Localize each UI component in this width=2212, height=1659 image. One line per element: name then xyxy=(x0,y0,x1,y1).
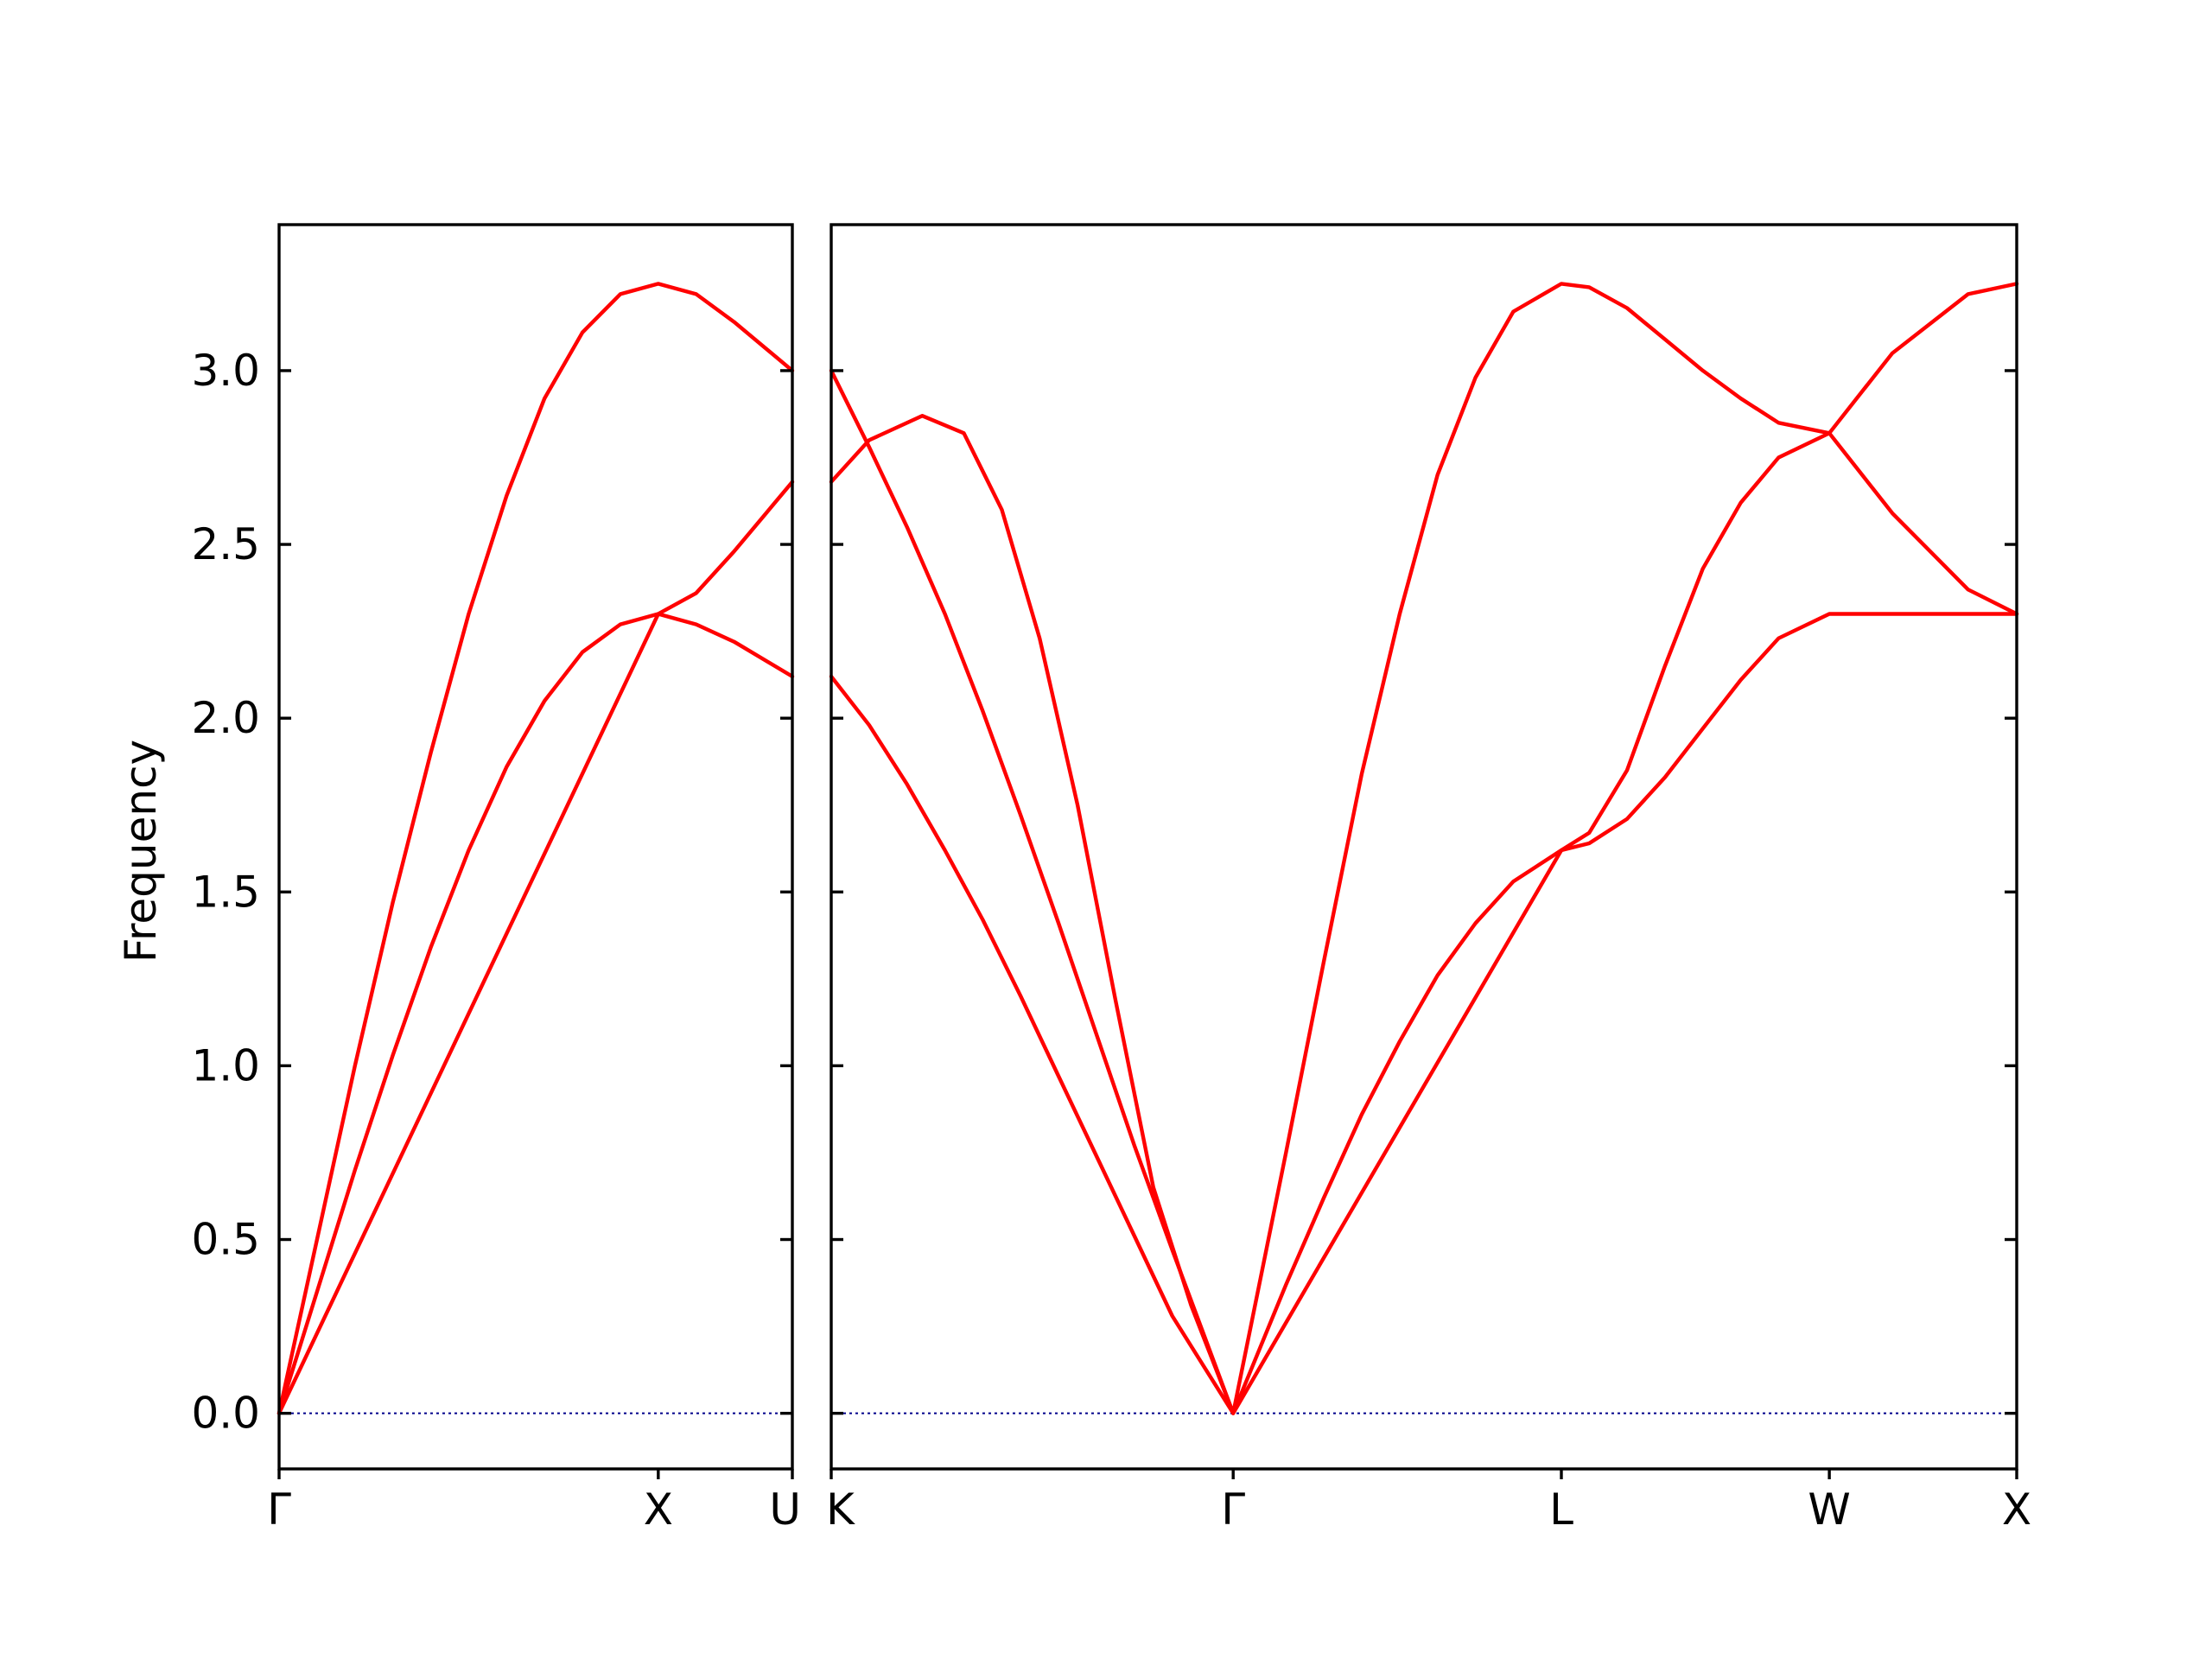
y-tick-label: 2.0 xyxy=(191,693,260,743)
y-tick-label: 1.5 xyxy=(191,867,260,917)
y-tick-label: 2.5 xyxy=(191,519,260,569)
x-tick-label: Γ xyxy=(1221,1484,1245,1535)
y-tick-label: 0.5 xyxy=(191,1215,260,1265)
y-tick-label: 1.0 xyxy=(191,1040,260,1090)
y-tick-label: 3.0 xyxy=(191,346,260,396)
axes-frame xyxy=(277,223,794,1471)
x-tick-label: Γ xyxy=(267,1484,291,1535)
x-tick-label: U xyxy=(769,1484,801,1535)
band-2-line xyxy=(276,480,795,1415)
panel-1: 0.0 0.5 1.0 1.5 2.0 2.5 3.0 Γ X U xyxy=(191,223,801,1535)
x-tick-label: X xyxy=(644,1484,673,1535)
y-tick-label: 0.0 xyxy=(191,1389,260,1439)
band-2-line xyxy=(829,282,2019,1415)
band-3-line xyxy=(276,282,795,1415)
band-1-line xyxy=(829,612,2019,1415)
axes-frame xyxy=(830,223,2018,1471)
x-tick-label: W xyxy=(1808,1484,1850,1535)
x-tick-label: L xyxy=(1549,1484,1573,1535)
band-1-line xyxy=(276,612,795,1415)
y-axis-label: Frequency xyxy=(116,740,166,963)
x-tick-label: X xyxy=(2002,1484,2031,1535)
x-tick-label: K xyxy=(826,1484,855,1535)
band-3-line xyxy=(829,282,2019,1415)
